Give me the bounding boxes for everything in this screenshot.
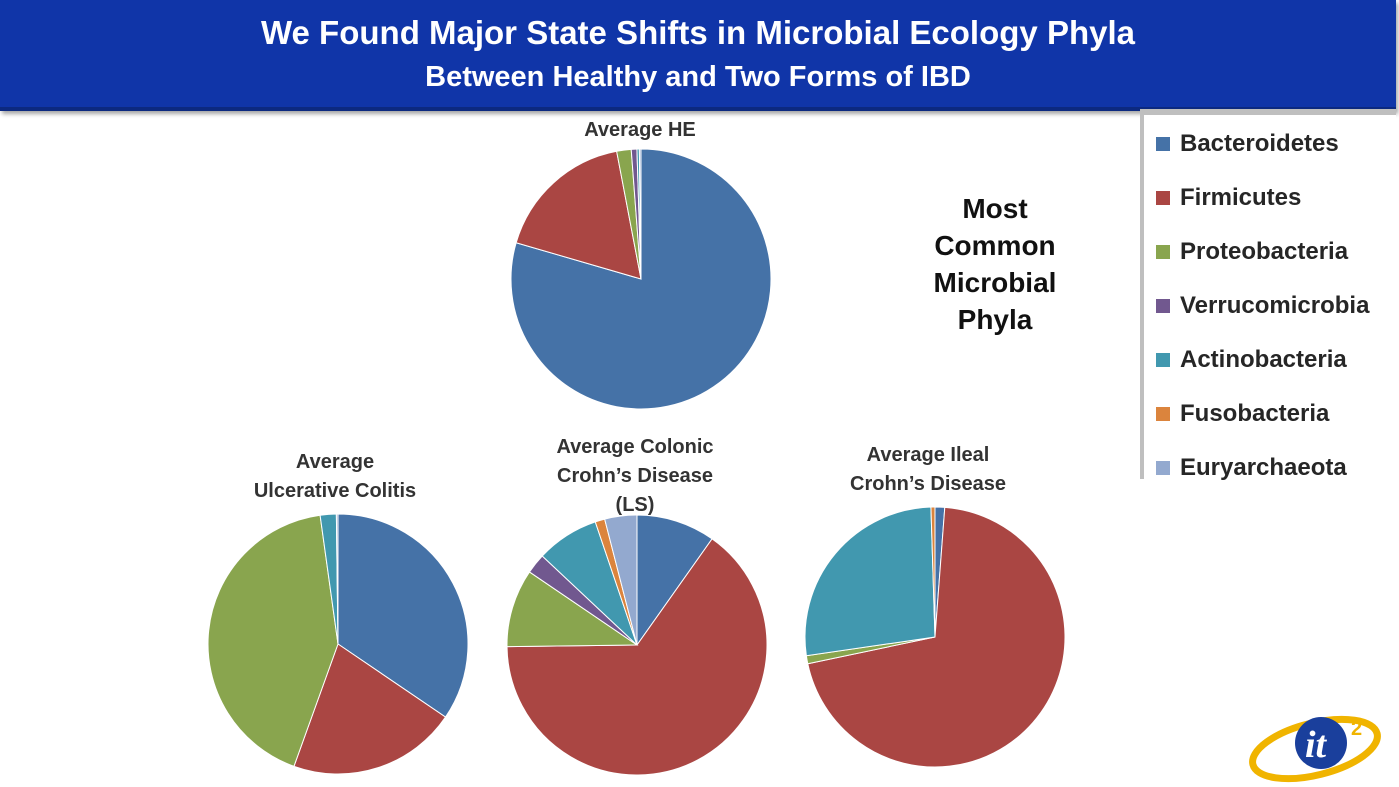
legend-label: Firmicutes (1180, 184, 1302, 211)
pie-slice-actinobacteria (804, 506, 936, 657)
legend-swatch (1156, 191, 1170, 205)
pie-slice-proteobacteria (207, 514, 339, 767)
title-line-1: We Found Major State Shifts in Microbial… (260, 14, 1135, 51)
pie-title-ileal-cd: Average Ileal Crohn’s Disease (850, 444, 1006, 495)
legend-item: Bacteroidetes (1156, 129, 1339, 159)
legend-swatch (1156, 353, 1170, 367)
legend-label: Actinobacteria (1180, 346, 1347, 373)
pie-average-colonic-cd (506, 514, 768, 776)
legend-label: Euryarchaeota (1180, 454, 1347, 481)
pie-title-colonic-cd: Average Colonic Crohn’s Disease (LS) (556, 436, 714, 516)
pie-slice-euryarchaeota (638, 148, 642, 280)
pie-slice-proteobacteria (506, 571, 639, 648)
pie-slice-bacteroidetes (510, 148, 772, 410)
legend-item: Proteobacteria (1156, 237, 1348, 267)
legend-label: Verrucomicrobia (1180, 292, 1370, 319)
title-banner: We Found Major State Shifts in Microbial… (0, 0, 1396, 111)
pie-title-uc: Average Ulcerative Colitis (253, 451, 417, 502)
legend-item: Actinobacteria (1156, 345, 1347, 375)
pie-slice-euryarchaeota (335, 513, 339, 645)
title-line-2: Between Healthy and Two Forms of IBD (425, 61, 971, 93)
legend-label: Bacteroidetes (1180, 130, 1339, 157)
most-common-phyla-label: Most Common Microbial Phyla (933, 193, 1057, 335)
pie-average-he (510, 148, 772, 410)
legend-item: Firmicutes (1156, 183, 1301, 213)
pie-average-ileal-cd (804, 506, 1066, 768)
pie-slice-firmicutes (293, 643, 447, 775)
legend-swatch (1156, 407, 1170, 421)
pie-slice-firmicutes (515, 150, 642, 280)
legend-swatch (1156, 245, 1170, 259)
logo-text: it (1305, 724, 1328, 766)
pie-slice-fusobacteria (930, 506, 936, 638)
legend-label: Proteobacteria (1180, 238, 1349, 265)
logo-superscript: 2 (1351, 718, 1362, 740)
legend-item: Verrucomicrobia (1156, 291, 1369, 321)
legend-item: Fusobacteria (1156, 399, 1329, 429)
legend-item: Euryarchaeota (1156, 453, 1347, 483)
legend: Bacteroidetes Firmicutes Proteobacteria … (1140, 109, 1396, 481)
legend-label: Fusobacteria (1180, 400, 1330, 427)
pie-slice-firmicutes (807, 506, 1066, 768)
pie-slice-bacteroidetes (337, 513, 469, 718)
pie-slice-firmicutes (506, 538, 768, 776)
legend-swatch (1156, 461, 1170, 475)
pie-average-uc (207, 513, 469, 775)
legend-swatch (1156, 299, 1170, 313)
legend-swatch (1156, 137, 1170, 151)
it2-logo: it 2 (1249, 715, 1381, 783)
pie-title-he: Average HE (584, 119, 696, 141)
pie-slice-bacteroidetes (636, 514, 713, 647)
pie-slice-euryarchaeota (604, 514, 638, 646)
